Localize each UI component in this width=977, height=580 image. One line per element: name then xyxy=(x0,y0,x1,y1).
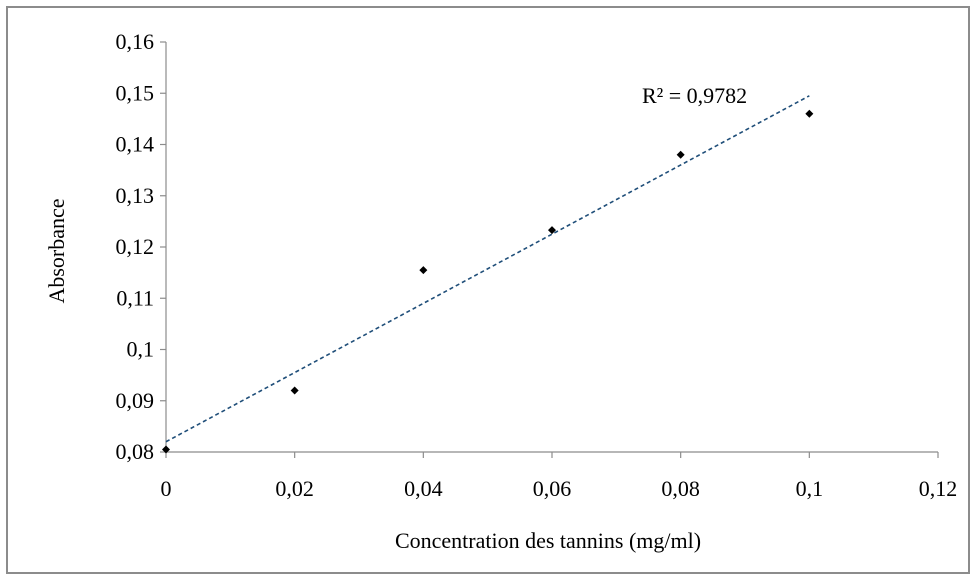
x-tick-label: 0 xyxy=(161,476,172,501)
y-tick-label: 0,13 xyxy=(116,183,155,208)
y-tick-label: 0,14 xyxy=(116,132,155,157)
trendline xyxy=(165,95,810,443)
chart-frame: 0,08 0,09 0,1 0,11 0,12 0,13 0,14 0,15 0,16 0 0,0… xyxy=(6,6,970,574)
y-tick-label: 0,11 xyxy=(116,285,154,310)
x-axis-ticks: 0 0,02 0,04 0,06 0,08 0,1 0,12 xyxy=(161,452,958,501)
y-tick-label: 0,08 xyxy=(116,439,155,464)
scatter-chart: 0,080,090,10,110,120,130,140,150,16 0 0,0… xyxy=(44,29,958,553)
trendline-line xyxy=(165,95,810,443)
x-axis-label: Concentration des tannins (mg/ml) xyxy=(395,528,701,553)
data-point xyxy=(162,445,170,454)
data-point xyxy=(805,109,814,118)
data-points xyxy=(162,109,814,454)
y-axis-ticks: 0,08 0,09 0,1 0,11 0,12 0,13 0,14 0,15 0,16 xyxy=(116,29,166,464)
y-tick-label: 0,09 xyxy=(116,388,155,413)
y-tick-label: 0,16 xyxy=(116,29,155,54)
data-point xyxy=(290,386,299,395)
x-tick-label: 0,12 xyxy=(919,476,958,501)
data-point xyxy=(419,266,428,275)
y-tick-label: 0,12 xyxy=(116,234,155,259)
r-squared-annotation: R² = 0,9782 xyxy=(642,83,747,108)
x-tick-label: 0,06 xyxy=(533,476,572,501)
x-tick-label: 0,04 xyxy=(404,476,443,501)
y-tick-label: 0,15 xyxy=(116,80,155,105)
x-tick-label: 0,08 xyxy=(661,476,700,501)
data-point xyxy=(548,226,556,235)
y-axis-label: Absorbance xyxy=(44,198,69,303)
data-point xyxy=(676,150,685,159)
x-tick-label: 0,02 xyxy=(275,476,314,501)
x-tick-label: 0,1 xyxy=(796,476,824,501)
y-tick-label: 0,1 xyxy=(127,337,155,362)
axes xyxy=(165,42,938,453)
